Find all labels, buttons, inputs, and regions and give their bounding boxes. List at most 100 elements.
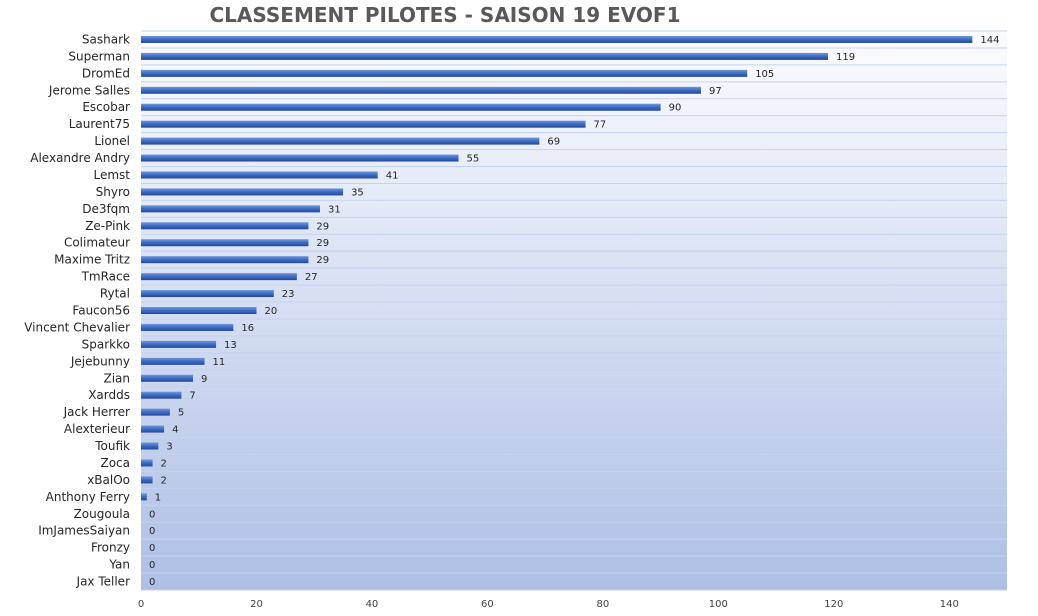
category-label: Zoca <box>100 456 130 470</box>
category-label: Shyro <box>96 185 130 199</box>
data-label: 0 <box>149 543 155 554</box>
x-tick-label: 0 <box>138 599 144 610</box>
data-label: 55 <box>467 154 480 165</box>
value-labels: 1441191059790776955413531292929272320161… <box>149 35 999 588</box>
data-label: 4 <box>172 425 178 436</box>
category-label: De3fqm <box>82 202 130 216</box>
bar <box>141 391 182 399</box>
bars <box>141 35 973 501</box>
bar <box>141 357 205 365</box>
data-label: 0 <box>149 526 155 537</box>
bar <box>141 154 459 162</box>
bar <box>141 493 147 501</box>
bar <box>141 340 217 348</box>
category-label: Ze-Pink <box>85 219 130 233</box>
category-label: Jax Teller <box>76 575 131 589</box>
data-label: 69 <box>547 137 560 148</box>
category-label: ImJamesSaiyan <box>38 524 130 538</box>
bar <box>141 273 297 281</box>
category-label: Jejebunny <box>70 354 130 368</box>
category-label: DromEd <box>82 66 130 80</box>
category-labels: Sashark Superman DromEd Jerome Salles Escoba… <box>24 32 130 588</box>
category-label: Toufik <box>94 439 130 453</box>
data-label: 0 <box>149 577 155 588</box>
data-label: 144 <box>980 35 999 46</box>
category-label: Xardds <box>88 388 130 402</box>
category-label: Jerome Salles <box>48 83 130 97</box>
x-tick-label: 80 <box>596 599 609 610</box>
category-label: Lionel <box>94 134 130 148</box>
category-label: Escobar <box>82 100 130 114</box>
x-tick-label: 120 <box>824 599 843 610</box>
data-label: 77 <box>594 120 607 131</box>
data-label: 2 <box>161 458 167 469</box>
bar <box>141 374 193 382</box>
data-label: 31 <box>328 204 341 215</box>
category-label: Yan <box>108 558 130 572</box>
x-tick-label: 40 <box>366 599 379 610</box>
data-label: 0 <box>149 509 155 520</box>
bar <box>141 137 540 145</box>
data-label: 11 <box>213 357 226 368</box>
bar <box>141 323 234 331</box>
x-tick-label: 60 <box>481 599 494 610</box>
bar <box>141 476 153 484</box>
bar <box>141 205 320 213</box>
data-label: 20 <box>264 306 277 317</box>
category-label: Superman <box>68 49 130 63</box>
bar <box>141 290 274 298</box>
data-label: 3 <box>166 442 172 453</box>
data-label: 41 <box>386 170 399 181</box>
category-label: Alexandre Andry <box>30 151 130 165</box>
category-label: Fronzy <box>91 541 130 555</box>
data-label: 9 <box>201 374 207 385</box>
category-label: Lemst <box>93 168 130 182</box>
category-label: Sashark <box>82 32 130 46</box>
category-label: xBalOo <box>87 473 130 487</box>
bar <box>141 103 661 111</box>
category-label: Maxime Tritz <box>54 253 130 267</box>
data-label: 105 <box>755 69 774 80</box>
bar <box>141 239 309 247</box>
bar <box>141 69 748 77</box>
bar <box>141 188 344 196</box>
category-label: Alexterieur <box>64 422 130 436</box>
data-label: 5 <box>178 408 184 419</box>
bar <box>141 442 159 450</box>
x-tick-label: 20 <box>250 599 263 610</box>
bar <box>141 425 165 433</box>
bar <box>141 222 309 230</box>
bar <box>141 35 973 43</box>
bar <box>141 120 586 128</box>
category-label: TmRace <box>81 270 130 284</box>
category-label: Faucon56 <box>72 304 130 318</box>
category-label: Zian <box>103 371 130 385</box>
bar <box>141 171 378 179</box>
data-label: 23 <box>282 289 295 300</box>
category-label: Jack Herrer <box>63 405 130 419</box>
data-label: 119 <box>836 52 855 63</box>
x-axis-ticks: 0 20 40 60 80 100 120 140 <box>138 599 959 610</box>
data-label: 29 <box>316 255 329 266</box>
data-label: 29 <box>316 221 329 232</box>
x-tick-label: 140 <box>940 599 959 610</box>
data-label: 0 <box>149 560 155 571</box>
category-label: Rytal <box>100 287 130 301</box>
data-label: 7 <box>189 391 195 402</box>
bar <box>141 256 309 264</box>
data-label: 13 <box>224 340 237 351</box>
category-label: Colimateur <box>64 236 130 250</box>
data-label: 27 <box>305 272 318 283</box>
category-label: Laurent75 <box>69 117 130 131</box>
bar <box>141 459 153 467</box>
data-label: 97 <box>709 86 722 97</box>
data-label: 35 <box>351 187 364 198</box>
data-label: 2 <box>161 475 167 486</box>
data-label: 1 <box>155 492 161 503</box>
x-tick-label: 100 <box>709 599 728 610</box>
category-label: Anthony Ferry <box>46 490 130 504</box>
bar <box>141 408 170 416</box>
category-label: Zougoula <box>74 507 130 521</box>
